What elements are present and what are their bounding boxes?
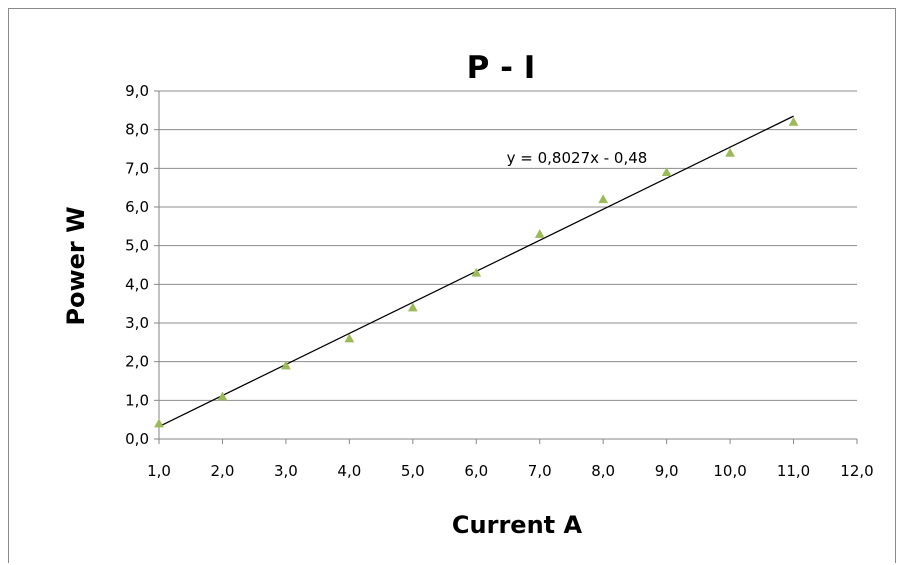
data-points: [154, 116, 799, 428]
data-point: [407, 302, 418, 312]
y-tick-label: 2,0: [125, 353, 149, 371]
y-tick-label: 7,0: [125, 159, 149, 177]
data-point: [154, 418, 164, 428]
y-tick-label: 3,0: [125, 314, 149, 332]
x-tick-label: 3,0: [274, 462, 298, 480]
data-point: [344, 333, 355, 343]
data-point: [661, 167, 672, 177]
y-axis-ticks: 0,0 1,0 2,0 3,0 4,0 5,0 6,0 7,0 8,0 9,0: [125, 82, 149, 448]
x-tick-label: 7,0: [528, 462, 552, 480]
data-point: [471, 267, 482, 277]
y-axis-title: Power W: [62, 206, 90, 325]
y-tick-label: 5,0: [125, 237, 149, 255]
x-tick-label: 6,0: [464, 462, 488, 480]
data-point: [725, 147, 736, 157]
x-tick-label: 9,0: [655, 462, 679, 480]
x-tick-label: 8,0: [591, 462, 615, 480]
x-tick-label: 11,0: [777, 462, 810, 480]
y-tick-label: 1,0: [125, 391, 149, 409]
x-tick-label: 4,0: [337, 462, 361, 480]
y-tick-label: 4,0: [125, 275, 149, 293]
y-tick-label: 6,0: [125, 198, 149, 216]
data-point: [534, 229, 545, 238]
data-point: [280, 360, 291, 370]
x-tick-label: 10,0: [713, 462, 746, 480]
trendline-equation: y = 0,8027x - 0,48: [507, 149, 648, 167]
gridlines: [154, 90, 858, 444]
x-tick-label: 12,0: [840, 462, 873, 480]
x-tick-label: 5,0: [401, 462, 425, 480]
x-axis-ticks: 1,0 2,0 3,0 4,0 5,0 6,0 7,0 8,0 9,0 10,0 11,0 12,0: [147, 462, 874, 480]
data-point: [788, 116, 799, 126]
data-point: [598, 194, 609, 204]
x-tick-label: 1,0: [147, 462, 171, 480]
y-tick-label: 9,0: [125, 82, 149, 100]
data-point: [217, 391, 228, 401]
x-axis-title: Current A: [452, 511, 583, 539]
x-tick-label: 2,0: [211, 462, 235, 480]
chart-area: [8, 8, 896, 563]
y-tick-label: 0,0: [125, 430, 149, 448]
y-tick-label: 8,0: [125, 121, 149, 139]
chart-title: P - I: [467, 50, 536, 86]
